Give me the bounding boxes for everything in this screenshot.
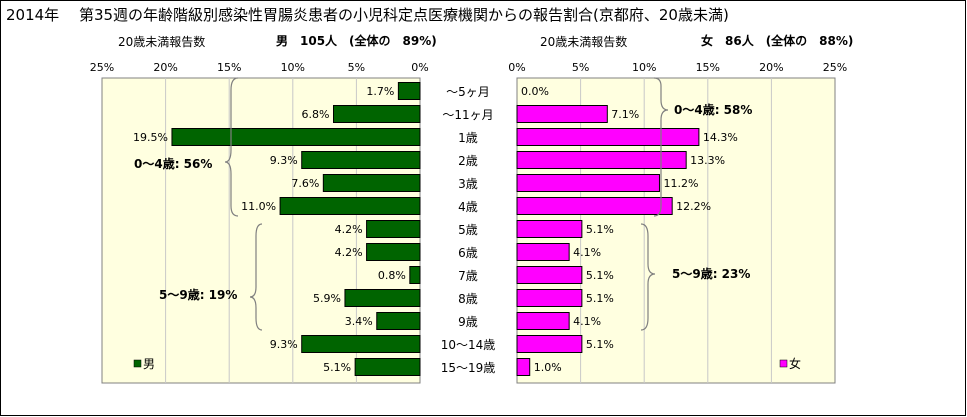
female-axis-tick-label: 25% <box>823 61 847 74</box>
male-axis-tick-label: 0% <box>411 61 428 74</box>
female-value-label: 7.1% <box>611 108 639 121</box>
male-bar <box>344 289 421 307</box>
male-legend-swatch <box>133 359 142 368</box>
male-0-4-group-label: 0～4歳: 56% <box>134 156 212 171</box>
age-category-label: 6歳 <box>458 246 478 260</box>
male-bar <box>366 243 421 261</box>
female-value-label: 4.1% <box>573 315 601 328</box>
age-category-label: ～5ヶ月 <box>446 85 490 99</box>
male-value-label: 5.9% <box>313 292 341 305</box>
female-value-label: 5.1% <box>586 223 614 236</box>
male-bar <box>171 128 421 146</box>
male-axis-tick-label: 15% <box>217 61 241 74</box>
female-axis-tick-label: 10% <box>632 61 656 74</box>
female-bar <box>516 243 570 261</box>
female-5-9-group-label: 5～9歳: 23% <box>672 266 750 281</box>
female-value-label: 5.1% <box>586 338 614 351</box>
male-value-label: 7.6% <box>291 177 319 190</box>
male-value-label: 4.2% <box>335 246 363 259</box>
male-value-label: 11.0% <box>241 200 276 213</box>
female-value-label: 4.1% <box>573 246 601 259</box>
age-category-label: 1歳 <box>458 131 478 145</box>
male-legend-label: 男 <box>143 357 155 371</box>
female-header-summary: 女 86人 (全体の 88%) <box>701 34 854 48</box>
male-value-label: 19.5% <box>133 131 168 144</box>
female-bar <box>516 358 531 376</box>
male-bar <box>301 151 421 169</box>
male-bar <box>409 266 421 284</box>
age-category-label: 7歳 <box>458 269 478 283</box>
female-bar <box>516 289 583 307</box>
female-plot-area: 0% 5% 10% 15% 20% 25% 0.0% 7.1% 14.3% 13.3% 11.2% 1… <box>508 61 847 384</box>
age-category-label: ～11ヶ月 <box>442 108 493 122</box>
male-axis-tick-label: 10% <box>281 61 305 74</box>
male-value-label: 0.8% <box>378 269 406 282</box>
female-axis-tick-label: 20% <box>759 61 783 74</box>
female-bar <box>516 197 673 215</box>
female-axis-tick-label: 15% <box>696 61 720 74</box>
male-bar <box>322 174 421 192</box>
male-bar <box>333 105 421 123</box>
female-axis-tick-label: 0% <box>508 61 525 74</box>
male-plot-area: 25% 20% 15% 10% 5% 0% 1.7% 6.8% 19.5% 9.3% 7.6% 11.… <box>90 61 429 384</box>
male-header-label: 20歳未満報告数 <box>118 35 206 49</box>
female-5-9-brace <box>640 223 656 331</box>
female-0-4-brace <box>653 77 669 217</box>
female-value-label: 13.3% <box>690 154 725 167</box>
chart-title: 2014年 第35週の年齢階級別感染性胃腸炎患者の小児科定点医療機関からの報告割… <box>6 6 729 24</box>
female-header-label: 20歳未満報告数 <box>540 35 628 49</box>
female-bar <box>516 220 583 238</box>
female-bar <box>516 151 687 169</box>
female-bar <box>516 174 660 192</box>
female-bar <box>516 266 583 284</box>
female-bar <box>516 105 608 123</box>
female-bar <box>516 128 700 146</box>
age-category-label: 9歳 <box>458 315 478 329</box>
female-value-label: 12.2% <box>676 200 711 213</box>
male-axis-tick-label: 20% <box>153 61 177 74</box>
male-value-label: 1.7% <box>366 85 394 98</box>
age-category-label: 5歳 <box>458 223 478 237</box>
female-legend-swatch <box>779 359 788 368</box>
male-axis-tick-label: 5% <box>348 61 365 74</box>
female-value-label: 1.0% <box>534 361 562 374</box>
male-bar <box>279 197 421 215</box>
male-5-9-brace <box>249 223 263 331</box>
male-bar <box>354 358 421 376</box>
male-value-label: 9.3% <box>270 154 298 167</box>
age-category-labels: ～5ヶ月 ～11ヶ月 1歳 2歳 3歳 4歳 5歳 6歳 7歳 8歳 9歳 10～14歳 15～19歳 <box>441 85 496 375</box>
age-category-label: 15～19歳 <box>441 361 496 375</box>
male-bar <box>301 335 421 353</box>
female-0-4-group-label: 0～4歳: 58% <box>674 102 752 117</box>
female-legend-label: 女 <box>789 356 801 371</box>
female-value-label: 14.3% <box>703 131 738 144</box>
male-axis-tick-label: 25% <box>90 61 114 74</box>
male-0-4-brace <box>224 77 239 217</box>
age-category-label: 4歳 <box>458 200 478 214</box>
female-bar <box>516 335 583 353</box>
male-bar <box>366 220 421 238</box>
male-bar <box>397 82 421 100</box>
male-value-label: 6.8% <box>302 108 330 121</box>
female-bar <box>516 312 570 330</box>
male-header-summary: 男 105人 (全体の 89%) <box>276 34 437 48</box>
male-bar <box>376 312 421 330</box>
female-value-label: 0.0% <box>521 85 549 98</box>
male-value-label: 4.2% <box>335 223 363 236</box>
female-value-label: 5.1% <box>586 292 614 305</box>
age-category-label: 10～14歳 <box>441 338 496 352</box>
age-category-label: 3歳 <box>458 177 478 191</box>
female-axis-tick-label: 5% <box>572 61 589 74</box>
female-value-label: 11.2% <box>663 177 698 190</box>
male-value-label: 5.1% <box>323 361 351 374</box>
age-category-label: 8歳 <box>458 292 478 306</box>
age-category-label: 2歳 <box>458 154 478 168</box>
male-value-label: 9.3% <box>270 338 298 351</box>
male-5-9-group-label: 5～9歳: 19% <box>159 287 237 302</box>
female-value-label: 5.1% <box>586 269 614 282</box>
male-value-label: 3.4% <box>345 315 373 328</box>
